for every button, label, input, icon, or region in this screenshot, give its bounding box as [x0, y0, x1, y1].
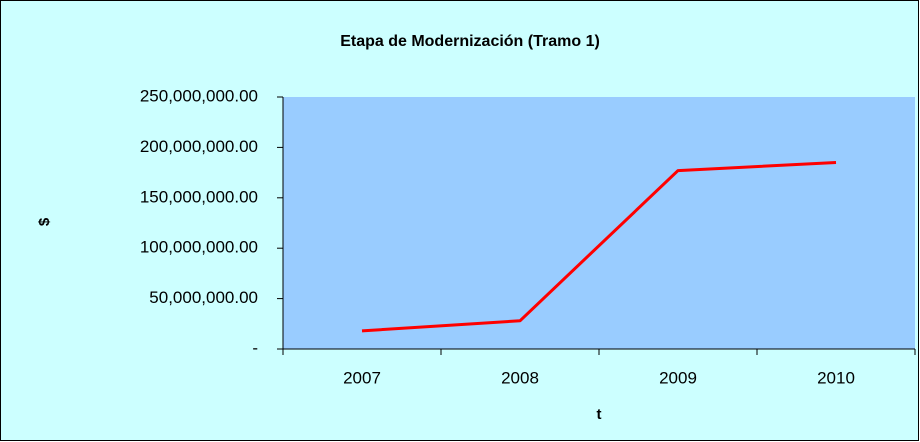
y-tick-label: 250,000,000.00 — [140, 86, 258, 105]
y-tick-label: 100,000,000.00 — [140, 238, 258, 257]
y-axis-label: $ — [36, 217, 53, 226]
y-tick-label: - — [252, 338, 258, 357]
line-series — [361, 161, 837, 333]
x-tick-label: 2009 — [659, 368, 697, 387]
x-axis-label: t — [597, 406, 602, 423]
plot-area — [283, 97, 915, 349]
chart-title: Etapa de Modernización (Tramo 1) — [340, 33, 600, 50]
x-tick-label: 2008 — [501, 368, 539, 387]
x-tick-label: 2010 — [817, 368, 855, 387]
y-tick-label: 50,000,000.00 — [149, 288, 258, 307]
x-tick-label: 2007 — [343, 368, 381, 387]
y-tick-label: 200,000,000.00 — [140, 137, 258, 156]
y-tick-label: 150,000,000.00 — [140, 187, 258, 206]
